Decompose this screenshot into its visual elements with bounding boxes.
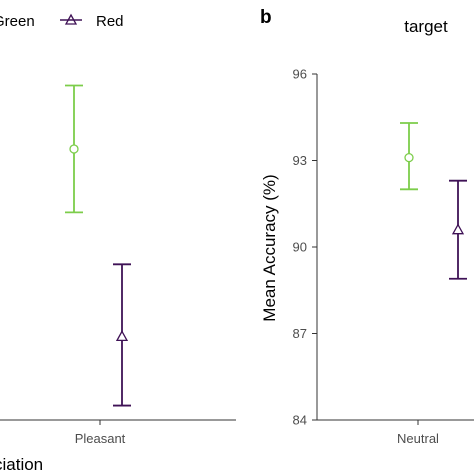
panel-b-red-point-triangle	[451, 223, 465, 235]
panel-b-y-axis-title: Mean Accuracy (%)	[260, 174, 279, 321]
y-tick-label-84: 84	[293, 413, 307, 428]
y-tick-label-90: 90	[293, 240, 307, 255]
legend-label-green: Green	[0, 13, 35, 30]
panel-a-green-point-circle	[69, 144, 79, 154]
y-tick-label-93: 93	[293, 153, 307, 168]
panel-b-red-errorbar	[449, 179, 467, 280]
panel-b: b target Mean Accuracy (%) 84 87 90 93 96 Ne…	[260, 7, 474, 446]
panel-b-x-tick-label: Neutral	[397, 431, 439, 446]
panel-a-x-axis-title: ciation	[0, 455, 43, 474]
legend: Green Red	[0, 13, 124, 30]
y-tick-label-87: 87	[293, 326, 307, 341]
panel-b-green-point-circle	[404, 152, 414, 163]
panel-a-green-errorbar	[65, 84, 83, 214]
legend-label-red: Red	[96, 13, 124, 30]
panel-b-green-errorbar	[400, 122, 418, 191]
panel-b-y-ticks: 84 87 90 93 96	[293, 67, 317, 428]
data-marks	[65, 84, 467, 407]
panel-a-red-errorbar	[113, 263, 131, 407]
y-tick-label-96: 96	[293, 67, 307, 82]
panel-b-letter: b	[260, 7, 272, 28]
panel-b-title: target	[404, 17, 448, 36]
panel-a-red-point-triangle	[115, 330, 129, 342]
panel-a-x-tick-label: Pleasant	[75, 431, 126, 446]
panel-a: Pleasant ciation	[0, 419, 236, 474]
